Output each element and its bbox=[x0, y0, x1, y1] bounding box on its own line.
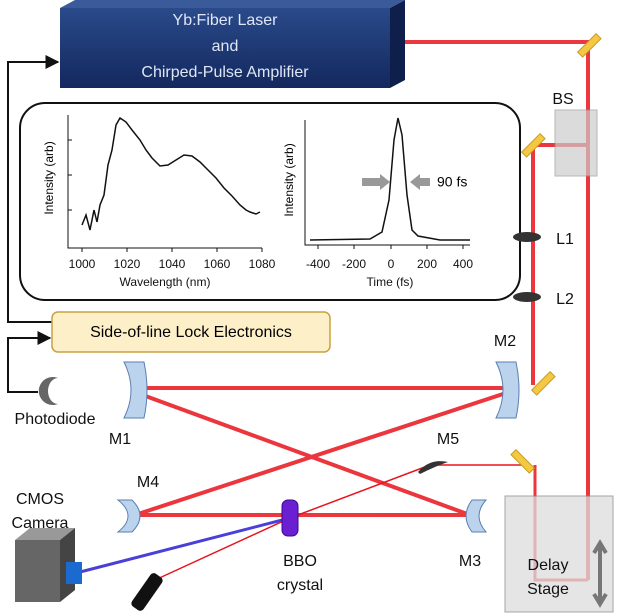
label: Stage bbox=[527, 581, 569, 598]
laser-side bbox=[390, 0, 405, 88]
laser-label: Chirped-Pulse Amplifier bbox=[141, 64, 309, 81]
x-axis-label: Time (fs) bbox=[367, 275, 414, 289]
mirror bbox=[576, 32, 602, 58]
label: M5 bbox=[437, 431, 459, 448]
mirror-m1 bbox=[123, 361, 148, 419]
laser-label: Yb:Fiber Laser bbox=[173, 12, 279, 29]
mirror bbox=[520, 132, 546, 158]
y-axis-label: Intensity (arb) bbox=[42, 141, 56, 214]
stage-arrow bbox=[592, 539, 608, 608]
label: M3 bbox=[459, 553, 481, 570]
mirror bbox=[510, 448, 536, 474]
label: M2 bbox=[494, 333, 516, 350]
mirror-m4 bbox=[116, 499, 141, 533]
mirror bbox=[530, 370, 556, 396]
photodiode bbox=[38, 377, 58, 406]
x-tick-label: 1060 bbox=[204, 257, 231, 271]
label: L2 bbox=[556, 291, 574, 308]
x-tick-label: -200 bbox=[342, 257, 366, 271]
label: CMOS bbox=[16, 491, 64, 508]
feedback-line bbox=[7, 331, 52, 393]
x-axis-label: Wavelength (nm) bbox=[120, 275, 211, 289]
electronics-box bbox=[51, 311, 331, 353]
camera bbox=[15, 540, 60, 602]
label: crystal bbox=[277, 577, 323, 594]
lens bbox=[513, 292, 541, 302]
laser-top bbox=[60, 0, 405, 8]
pulse-axes bbox=[304, 120, 470, 246]
fwhm-arrow bbox=[410, 174, 430, 190]
electronics-label: Side-of-line Lock Electronics bbox=[90, 324, 292, 341]
x-tick-label: 1000 bbox=[69, 257, 96, 271]
spectrum-curve bbox=[81, 116, 261, 231]
laser-box bbox=[60, 8, 390, 88]
x-tick-label: 1080 bbox=[249, 257, 276, 271]
fwhm-arrow bbox=[362, 174, 390, 190]
beam bbox=[531, 143, 588, 385]
label: M1 bbox=[109, 431, 131, 448]
spectrum-ticks bbox=[68, 139, 263, 252]
beam bbox=[134, 392, 504, 517]
camera-lens bbox=[66, 562, 82, 584]
y-axis-label: Intensity (arb) bbox=[282, 143, 296, 216]
bbo-crystal bbox=[281, 499, 299, 537]
blue-beam bbox=[79, 516, 291, 574]
x-tick-label: 0 bbox=[388, 257, 395, 271]
plot-box bbox=[19, 102, 521, 301]
label: Delay bbox=[528, 557, 569, 574]
x-tick-label: 200 bbox=[417, 257, 437, 271]
x-tick-label: 1020 bbox=[114, 257, 141, 271]
spectrum-axes bbox=[67, 115, 262, 249]
label: Photodiode bbox=[15, 411, 96, 428]
laser-label: and bbox=[212, 38, 239, 55]
label: M4 bbox=[137, 474, 159, 491]
mirror-m3 bbox=[465, 499, 488, 533]
mirror-m2 bbox=[495, 361, 520, 419]
pulse-ticks bbox=[317, 245, 464, 249]
beam-splitter bbox=[554, 109, 598, 177]
camera-top bbox=[15, 528, 75, 540]
x-tick-label: 1040 bbox=[159, 257, 186, 271]
beam-dump bbox=[131, 573, 163, 611]
mirror-m5 bbox=[418, 461, 448, 474]
label: BS bbox=[552, 91, 573, 108]
x-tick-label: 400 bbox=[453, 257, 473, 271]
feedback-line bbox=[7, 55, 60, 323]
x-tick-label: -400 bbox=[306, 257, 330, 271]
label: Camera bbox=[12, 515, 69, 532]
label: L1 bbox=[556, 231, 574, 248]
delay-stage bbox=[504, 495, 614, 613]
label: BBO bbox=[283, 553, 317, 570]
annotation: 90 fs bbox=[437, 174, 467, 190]
pulse-curve bbox=[309, 117, 470, 241]
lens bbox=[513, 232, 541, 242]
